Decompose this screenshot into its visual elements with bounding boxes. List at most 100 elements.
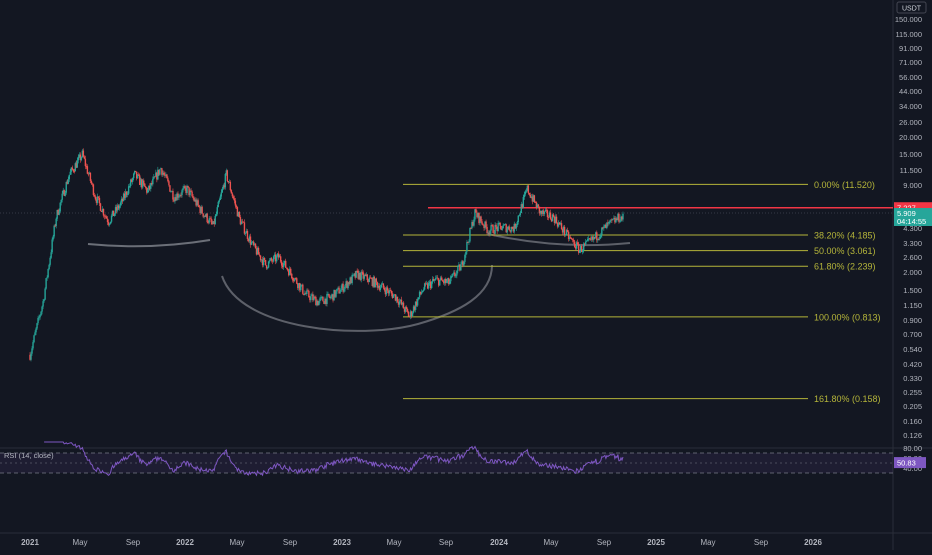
candle-body <box>79 154 82 161</box>
candle-body <box>469 228 471 242</box>
candle-body <box>76 160 79 168</box>
candle-body <box>564 234 567 236</box>
candle-body <box>65 182 67 193</box>
candle-body <box>560 223 563 229</box>
time-axis[interactable]: 2021 May Sep 2022 May Sep 2023 May Sep 2024 May Sep… <box>21 538 822 547</box>
candle-body <box>223 185 226 188</box>
candle-body <box>271 260 274 262</box>
candle-body <box>351 274 353 284</box>
candle-body <box>349 277 351 285</box>
candle-body <box>71 167 73 170</box>
candle-body <box>393 294 396 296</box>
candle-body <box>567 231 570 239</box>
candle-body <box>362 272 364 279</box>
fibonacci-retracement[interactable]: 0.00% (11.520) 38.20% (4.185) 50.00% (3.06… <box>403 180 881 404</box>
candle-body <box>605 224 607 229</box>
candle-body <box>296 278 298 284</box>
candle-body <box>510 226 512 232</box>
candle-body <box>551 214 554 222</box>
candle-body <box>412 306 415 313</box>
candle-body <box>457 265 459 271</box>
candle-body <box>354 273 356 278</box>
candle-body <box>191 191 193 197</box>
candle-body <box>35 328 37 333</box>
candle-body <box>185 188 187 194</box>
candle-body <box>165 174 167 176</box>
candle-body <box>110 215 113 222</box>
candle-body <box>622 213 624 220</box>
candle-body <box>459 264 461 271</box>
candle-body <box>63 190 65 196</box>
candle-body <box>416 299 419 306</box>
candle-body <box>159 169 161 175</box>
candle-body <box>298 283 300 289</box>
candle-body <box>344 285 346 289</box>
candle-body <box>127 186 130 194</box>
candle-body <box>599 236 601 239</box>
candle-body <box>270 258 273 261</box>
candle-body <box>237 211 240 217</box>
candle-body <box>408 316 411 318</box>
candle-body <box>60 199 62 203</box>
candle-body <box>43 299 45 302</box>
candle-body <box>265 265 268 269</box>
candle-body <box>357 270 359 279</box>
candle-body <box>312 294 314 301</box>
time-tick-label: 2025 <box>647 538 665 547</box>
candle-body <box>598 238 600 240</box>
candle-body <box>552 214 555 217</box>
candle-body <box>108 223 111 225</box>
candle-body <box>236 207 239 217</box>
candle-body <box>206 213 208 223</box>
candle-body <box>306 290 308 294</box>
candle-body <box>38 317 40 319</box>
candle-body <box>286 267 288 269</box>
candle-body <box>498 222 500 224</box>
candle-body <box>348 282 350 285</box>
candle-body <box>407 311 410 317</box>
candle-body <box>154 176 156 178</box>
candle-body <box>205 213 207 217</box>
candle-body <box>428 281 431 283</box>
candle-body <box>339 291 341 294</box>
price-axis[interactable]: 150.000 115.000 91.000 71.000 56.000 44.000 34… <box>895 15 922 440</box>
candle-body <box>487 232 489 234</box>
candle-body <box>350 277 352 284</box>
time-tick-label: Sep <box>283 538 298 547</box>
candle-body <box>272 256 275 262</box>
candle-body <box>98 197 101 204</box>
candle-body <box>335 291 337 297</box>
candle-body <box>576 242 579 245</box>
candle-body <box>413 306 416 310</box>
candle-body <box>365 274 367 276</box>
candle-body <box>73 171 75 173</box>
candle-body <box>219 196 221 201</box>
candle-body <box>395 296 398 301</box>
candle-body <box>220 192 222 197</box>
candle-body <box>280 261 283 266</box>
candle-body <box>608 221 610 224</box>
candle-body <box>496 226 498 232</box>
time-tick-label: Sep <box>597 538 612 547</box>
candle-body <box>553 216 556 223</box>
candle-body <box>313 296 315 301</box>
candle-body <box>301 284 303 286</box>
candle-body <box>343 288 345 292</box>
candle-body <box>289 268 291 276</box>
candle-body <box>341 283 343 289</box>
candle-body <box>307 290 309 292</box>
candle-body <box>530 196 533 198</box>
candle-body <box>92 184 95 195</box>
candle-body <box>467 242 469 243</box>
candle-body <box>317 300 319 306</box>
candle-body <box>177 193 179 198</box>
candle-body <box>255 248 258 255</box>
candle-body <box>199 207 201 214</box>
candle-body <box>244 233 247 235</box>
candle-body <box>481 221 483 225</box>
candle-body <box>184 186 186 189</box>
candle-body <box>181 190 183 196</box>
candle-body <box>565 230 568 235</box>
